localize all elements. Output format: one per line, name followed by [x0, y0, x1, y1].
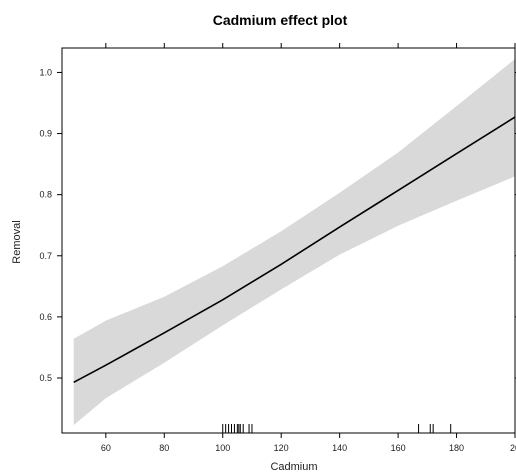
x-tick-label: 180 [449, 443, 464, 453]
x-tick-label: 20 [510, 443, 516, 453]
y-tick-label: 0.6 [39, 312, 52, 322]
rug-marks [222, 424, 452, 433]
y-tick-label: 0.7 [39, 251, 52, 261]
x-tick-label: 100 [215, 443, 230, 453]
plot-frame [61, 47, 516, 434]
y-tick-label: 1.0 [39, 67, 52, 77]
fit-line [73, 116, 516, 384]
x-axis-label: Cadmium [270, 461, 317, 472]
y-tick-label: 0.9 [39, 129, 52, 139]
x-tick-label: 140 [332, 443, 347, 453]
x-tick-label: 80 [159, 443, 169, 453]
chart-title: Cadmium effect plot [213, 12, 348, 28]
x-tick-label: 160 [391, 443, 406, 453]
y-axis-label: Removal [11, 220, 23, 263]
y-tick-label: 0.5 [39, 373, 52, 383]
x-tick-label: 120 [274, 443, 289, 453]
x-axis-ticks: 60 80 100 120 140 160 180 20 [101, 43, 516, 453]
confidence-band [73, 59, 515, 426]
x-tick-label: 60 [101, 443, 111, 453]
y-tick-label: 0.8 [39, 190, 52, 200]
